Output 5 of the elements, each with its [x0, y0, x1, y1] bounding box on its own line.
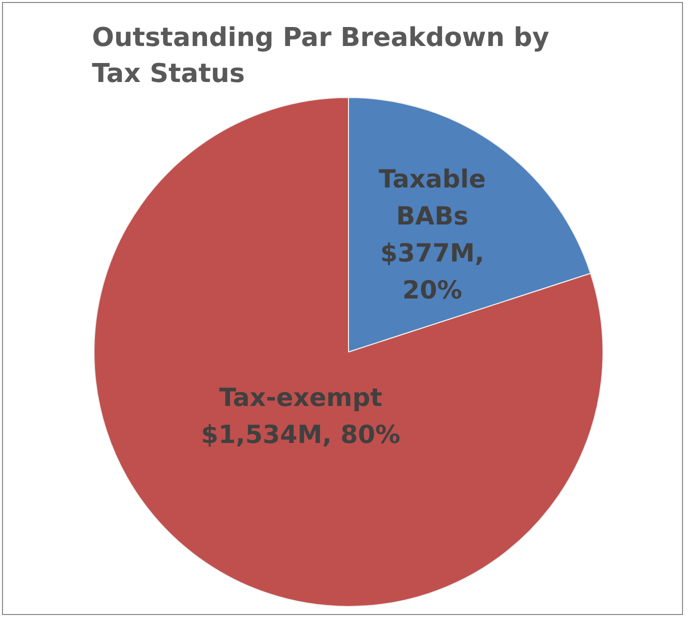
data-label: $377M, 20%	[380, 238, 484, 305]
slice-label: Tax-exempt	[219, 382, 382, 412]
data-label: $1,534M, 80%	[200, 420, 400, 449]
slice-label: Taxable BABs	[378, 164, 486, 231]
chart-title: Outstanding Par Breakdown by Tax Status	[92, 22, 550, 91]
